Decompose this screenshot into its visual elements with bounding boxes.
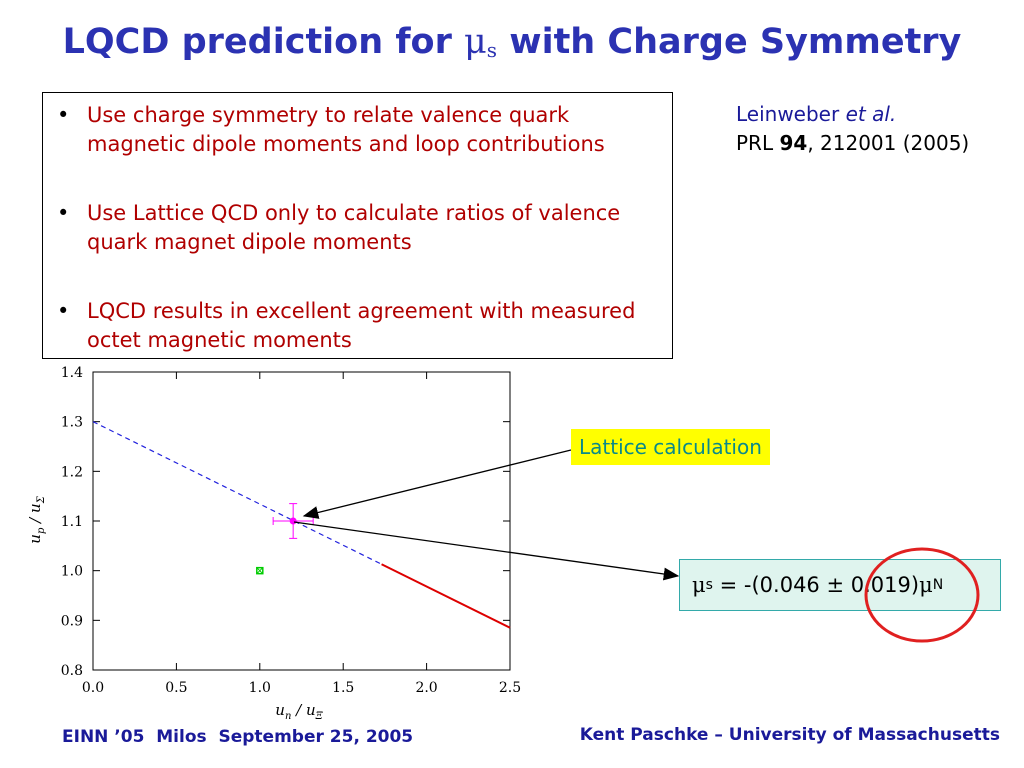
- x-tick-label: 1.5: [332, 680, 354, 696]
- result-plusminus: ±: [826, 573, 845, 597]
- x-axis-label: un / uΞ: [275, 701, 323, 722]
- y-tick-label: 1.1: [61, 514, 83, 530]
- result-sub-s: s: [705, 577, 713, 593]
- result-sub-n: N: [932, 577, 944, 593]
- reference-author-line: Leinweber et al.: [736, 100, 969, 129]
- chart-points: [256, 503, 314, 575]
- reference-citation: PRL 94, 212001 (2005): [736, 129, 969, 158]
- title-subscript: s: [486, 38, 498, 62]
- reference-pages: , 212001 (2005): [807, 131, 970, 155]
- title-mu-symbol: μ: [464, 22, 487, 62]
- chart-series: [92, 421, 511, 629]
- title-part-1: LQCD prediction for: [62, 22, 465, 62]
- result-mu-n: μ: [919, 573, 933, 597]
- result-equals: = -(0.046: [712, 573, 827, 597]
- lattice-point: [289, 517, 297, 525]
- solid-series-line: [381, 563, 511, 629]
- bullet-box: • Use charge symmetry to relate valence …: [42, 92, 673, 359]
- measured-point: [256, 566, 264, 575]
- dashed-series-line: [92, 421, 382, 565]
- x-tick-label: 2.5: [499, 680, 521, 696]
- reference-etal: et al.: [845, 102, 897, 126]
- x-tick-label: 0.0: [82, 680, 104, 696]
- lattice-calculation-label: Lattice calculation: [571, 429, 770, 465]
- chart: 0.0 0.5 1.0 1.5 2.0 2.50.80.91.01.11.21.31.4 …: [26, 365, 521, 722]
- result-mu: μ: [692, 573, 706, 597]
- bullet-text: Use Lattice QCD only to calculate ratios…: [87, 201, 621, 254]
- result-value: 0.019): [844, 573, 920, 597]
- x-tick-label: 0.5: [165, 680, 187, 696]
- bullet-item: • Use Lattice QCD only to calculate rati…: [57, 199, 657, 257]
- bullet-text: LQCD results in excellent agreement with…: [87, 299, 636, 352]
- bullet-dot: •: [57, 201, 70, 225]
- bullet-dot: •: [57, 299, 70, 323]
- reference-author: Leinweber: [736, 102, 840, 126]
- footer-event: EINN ’05 Milos September 25, 2005: [62, 727, 414, 747]
- y-tick-label: 0.9: [61, 613, 83, 629]
- x-tick-label: 2.0: [415, 680, 437, 696]
- bullet-dot: •: [57, 103, 70, 127]
- chart-ticks: 0.0 0.5 1.0 1.5 2.0 2.5 0.8 0.9 1.0 1.1 1.2 1.3 1.4: [61, 365, 521, 696]
- bullet-item: • LQCD results in excellent agreement wi…: [57, 297, 657, 355]
- reference-volume: 94: [779, 131, 808, 155]
- y-tick-label: 1.0: [61, 564, 83, 580]
- measured-point-cross: [256, 567, 264, 575]
- y-tick-label: 0.8: [61, 663, 83, 679]
- y-tick-label: 1.3: [61, 415, 83, 431]
- y-tick-label: 1.2: [61, 464, 83, 480]
- bullet-text: Use charge symmetry to relate valence qu…: [87, 103, 605, 156]
- y-tick-label: 1.4: [61, 365, 83, 381]
- highlight-ellipse: [864, 547, 980, 643]
- slide-title: LQCD prediction for μs with Charge Symme…: [0, 22, 1024, 62]
- x-tick-label: 1.0: [249, 680, 271, 696]
- reference-journal: PRL: [736, 131, 780, 155]
- title-part-2: with Charge Symmetry: [497, 22, 962, 62]
- y-axis-label: up / uΣ: [26, 495, 47, 543]
- reference: Leinweber et al. PRL 94, 212001 (2005): [736, 100, 969, 158]
- footer-author: Kent Paschke – University of Massachuset…: [579, 725, 1000, 745]
- bullet-item: • Use charge symmetry to relate valence …: [57, 101, 657, 159]
